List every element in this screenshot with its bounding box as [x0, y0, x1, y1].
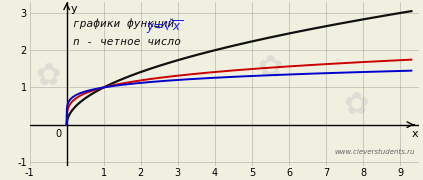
Text: x: x: [412, 129, 419, 139]
Text: ✿: ✿: [343, 92, 368, 121]
Text: www.cleverstudents.ru: www.cleverstudents.ru: [335, 149, 415, 155]
Text: n - четное число: n - четное число: [73, 37, 181, 47]
Text: ✿: ✿: [36, 62, 61, 91]
Text: 0: 0: [55, 129, 61, 139]
Text: ✿: ✿: [258, 54, 283, 83]
Text: $y\!=\!\sqrt[n]{x}$: $y\!=\!\sqrt[n]{x}$: [146, 19, 183, 36]
Text: y: y: [71, 4, 78, 14]
Text: графики функций: графики функций: [73, 19, 181, 29]
